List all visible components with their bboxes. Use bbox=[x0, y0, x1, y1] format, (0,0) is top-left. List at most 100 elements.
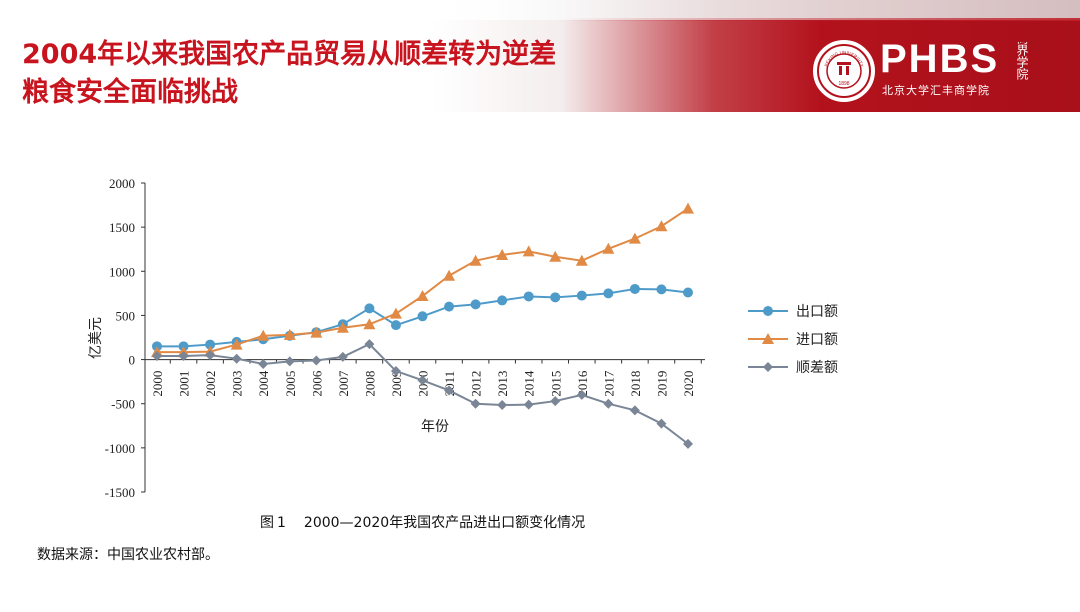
x-tick-label: 2018 bbox=[628, 371, 643, 397]
x-tick-label: 2001 bbox=[177, 371, 192, 397]
legend-label: 出口额 bbox=[796, 304, 838, 320]
data-point-1 bbox=[496, 248, 509, 260]
data-point-1 bbox=[522, 245, 535, 257]
y-axis-title: 亿美元 bbox=[88, 317, 104, 359]
data-point-2 bbox=[603, 398, 614, 409]
data-point-2 bbox=[497, 400, 508, 411]
data-point-1 bbox=[655, 220, 668, 232]
calligraphy-logo: 商界学院 bbox=[1015, 42, 1029, 80]
x-tick-label: 2020 bbox=[681, 371, 696, 397]
data-point-0 bbox=[470, 299, 481, 310]
data-point-1 bbox=[257, 329, 270, 341]
data-point-2 bbox=[178, 351, 189, 362]
x-tick-label: 2000 bbox=[150, 371, 165, 397]
data-point-1 bbox=[363, 318, 376, 330]
data-point-1 bbox=[416, 290, 429, 302]
x-tick-label: 2005 bbox=[283, 371, 298, 397]
data-point-0 bbox=[550, 292, 561, 303]
x-axis-title: 年份 bbox=[421, 419, 449, 435]
data-point-2 bbox=[205, 350, 216, 361]
y-tick-label: 1500 bbox=[109, 220, 135, 235]
caption-prefix: 图 bbox=[260, 515, 274, 531]
data-point-1 bbox=[230, 338, 243, 350]
data-point-0 bbox=[683, 287, 693, 298]
data-point-1 bbox=[389, 307, 402, 319]
y-tick-label: 2000 bbox=[109, 176, 135, 191]
data-point-2 bbox=[337, 351, 348, 362]
x-tick-label: 2015 bbox=[548, 371, 563, 397]
slide-title: 2004年以来我国农产品贸易从顺差转为逆差 粮食安全面临挑战 bbox=[22, 36, 556, 112]
seal-year: 1898 bbox=[838, 81, 849, 87]
data-point-1 bbox=[310, 326, 323, 338]
caption-years: 2000—2020 bbox=[303, 515, 390, 531]
seal-icon: PEKING UNIVERSITY 1898 bbox=[817, 44, 871, 98]
data-point-2 bbox=[417, 375, 428, 386]
y-tick-label: -1000 bbox=[105, 441, 135, 456]
x-tick-label: 2007 bbox=[336, 370, 351, 397]
x-tick-label: 2016 bbox=[575, 370, 590, 397]
y-tick-label: -500 bbox=[111, 397, 135, 412]
data-point-2 bbox=[258, 358, 269, 369]
x-tick-label: 2008 bbox=[362, 371, 377, 397]
data-point-1 bbox=[682, 202, 694, 214]
data-point-1 bbox=[469, 254, 482, 266]
x-tick-label: 2003 bbox=[230, 371, 245, 397]
phbs-logo-subtitle: 北京大学汇丰商学院 bbox=[882, 84, 990, 97]
data-point-0 bbox=[603, 288, 614, 299]
data-point-0 bbox=[576, 290, 587, 301]
data-point-0 bbox=[364, 303, 375, 314]
calligraphy-text: 商界学院 bbox=[1015, 42, 1029, 80]
series-line-1 bbox=[157, 207, 689, 354]
data-point-2 bbox=[470, 398, 481, 409]
legend-marker bbox=[763, 306, 773, 316]
legend-marker bbox=[763, 362, 773, 372]
data-point-0 bbox=[523, 291, 534, 302]
university-seal-logo: PEKING UNIVERSITY 1898 bbox=[813, 40, 875, 102]
data-point-2 bbox=[683, 438, 693, 449]
x-tick-label: 2006 bbox=[309, 370, 324, 397]
caption-text: 年我国农产品进出口额变化情况 bbox=[389, 515, 586, 531]
y-tick-label: 500 bbox=[116, 308, 136, 323]
data-point-2 bbox=[152, 351, 162, 362]
title-line-2: 粮食安全面临挑战 bbox=[22, 77, 238, 108]
x-tick-label: 2014 bbox=[522, 370, 537, 397]
data-point-2 bbox=[364, 339, 375, 350]
data-point-2 bbox=[390, 366, 401, 377]
data-source: 数据来源：中国农业农村部。 bbox=[37, 547, 219, 563]
data-point-2 bbox=[444, 385, 455, 396]
data-point-1 bbox=[283, 328, 296, 340]
data-point-0 bbox=[444, 301, 455, 312]
data-point-1 bbox=[628, 232, 641, 244]
data-point-2 bbox=[656, 418, 667, 429]
title-line-1: 2004年以来我国农产品贸易从顺差转为逆差 bbox=[22, 39, 557, 70]
data-point-0 bbox=[417, 311, 428, 322]
y-tick-label: 0 bbox=[129, 353, 136, 368]
data-point-1 bbox=[549, 250, 562, 262]
legend-marker bbox=[762, 333, 774, 344]
figure-caption: 图 1 2000—2020年我国农产品进出口额变化情况 bbox=[260, 512, 585, 532]
header-band bbox=[0, 0, 1080, 112]
y-tick-label: 1000 bbox=[109, 264, 135, 279]
data-point-2 bbox=[311, 355, 322, 366]
data-point-0 bbox=[497, 295, 508, 306]
phbs-logo-text: PHBS bbox=[880, 37, 1000, 81]
data-point-2 bbox=[284, 356, 295, 367]
x-tick-label: 2002 bbox=[203, 371, 218, 397]
data-point-1 bbox=[336, 321, 349, 333]
caption-number: 1 bbox=[277, 515, 286, 531]
x-tick-label: 2012 bbox=[469, 371, 484, 397]
data-point-2 bbox=[523, 399, 534, 410]
x-tick-label: 2004 bbox=[256, 370, 271, 397]
y-tick-label: -1500 bbox=[105, 485, 135, 500]
data-point-1 bbox=[602, 242, 615, 254]
data-point-2 bbox=[576, 389, 587, 400]
data-point-2 bbox=[629, 405, 640, 416]
x-tick-label: 2017 bbox=[601, 370, 616, 397]
x-tick-label: 2019 bbox=[654, 371, 669, 397]
legend-label: 进口额 bbox=[796, 332, 838, 348]
data-point-2 bbox=[231, 353, 242, 364]
data-point-0 bbox=[656, 284, 667, 295]
data-point-0 bbox=[205, 339, 216, 350]
